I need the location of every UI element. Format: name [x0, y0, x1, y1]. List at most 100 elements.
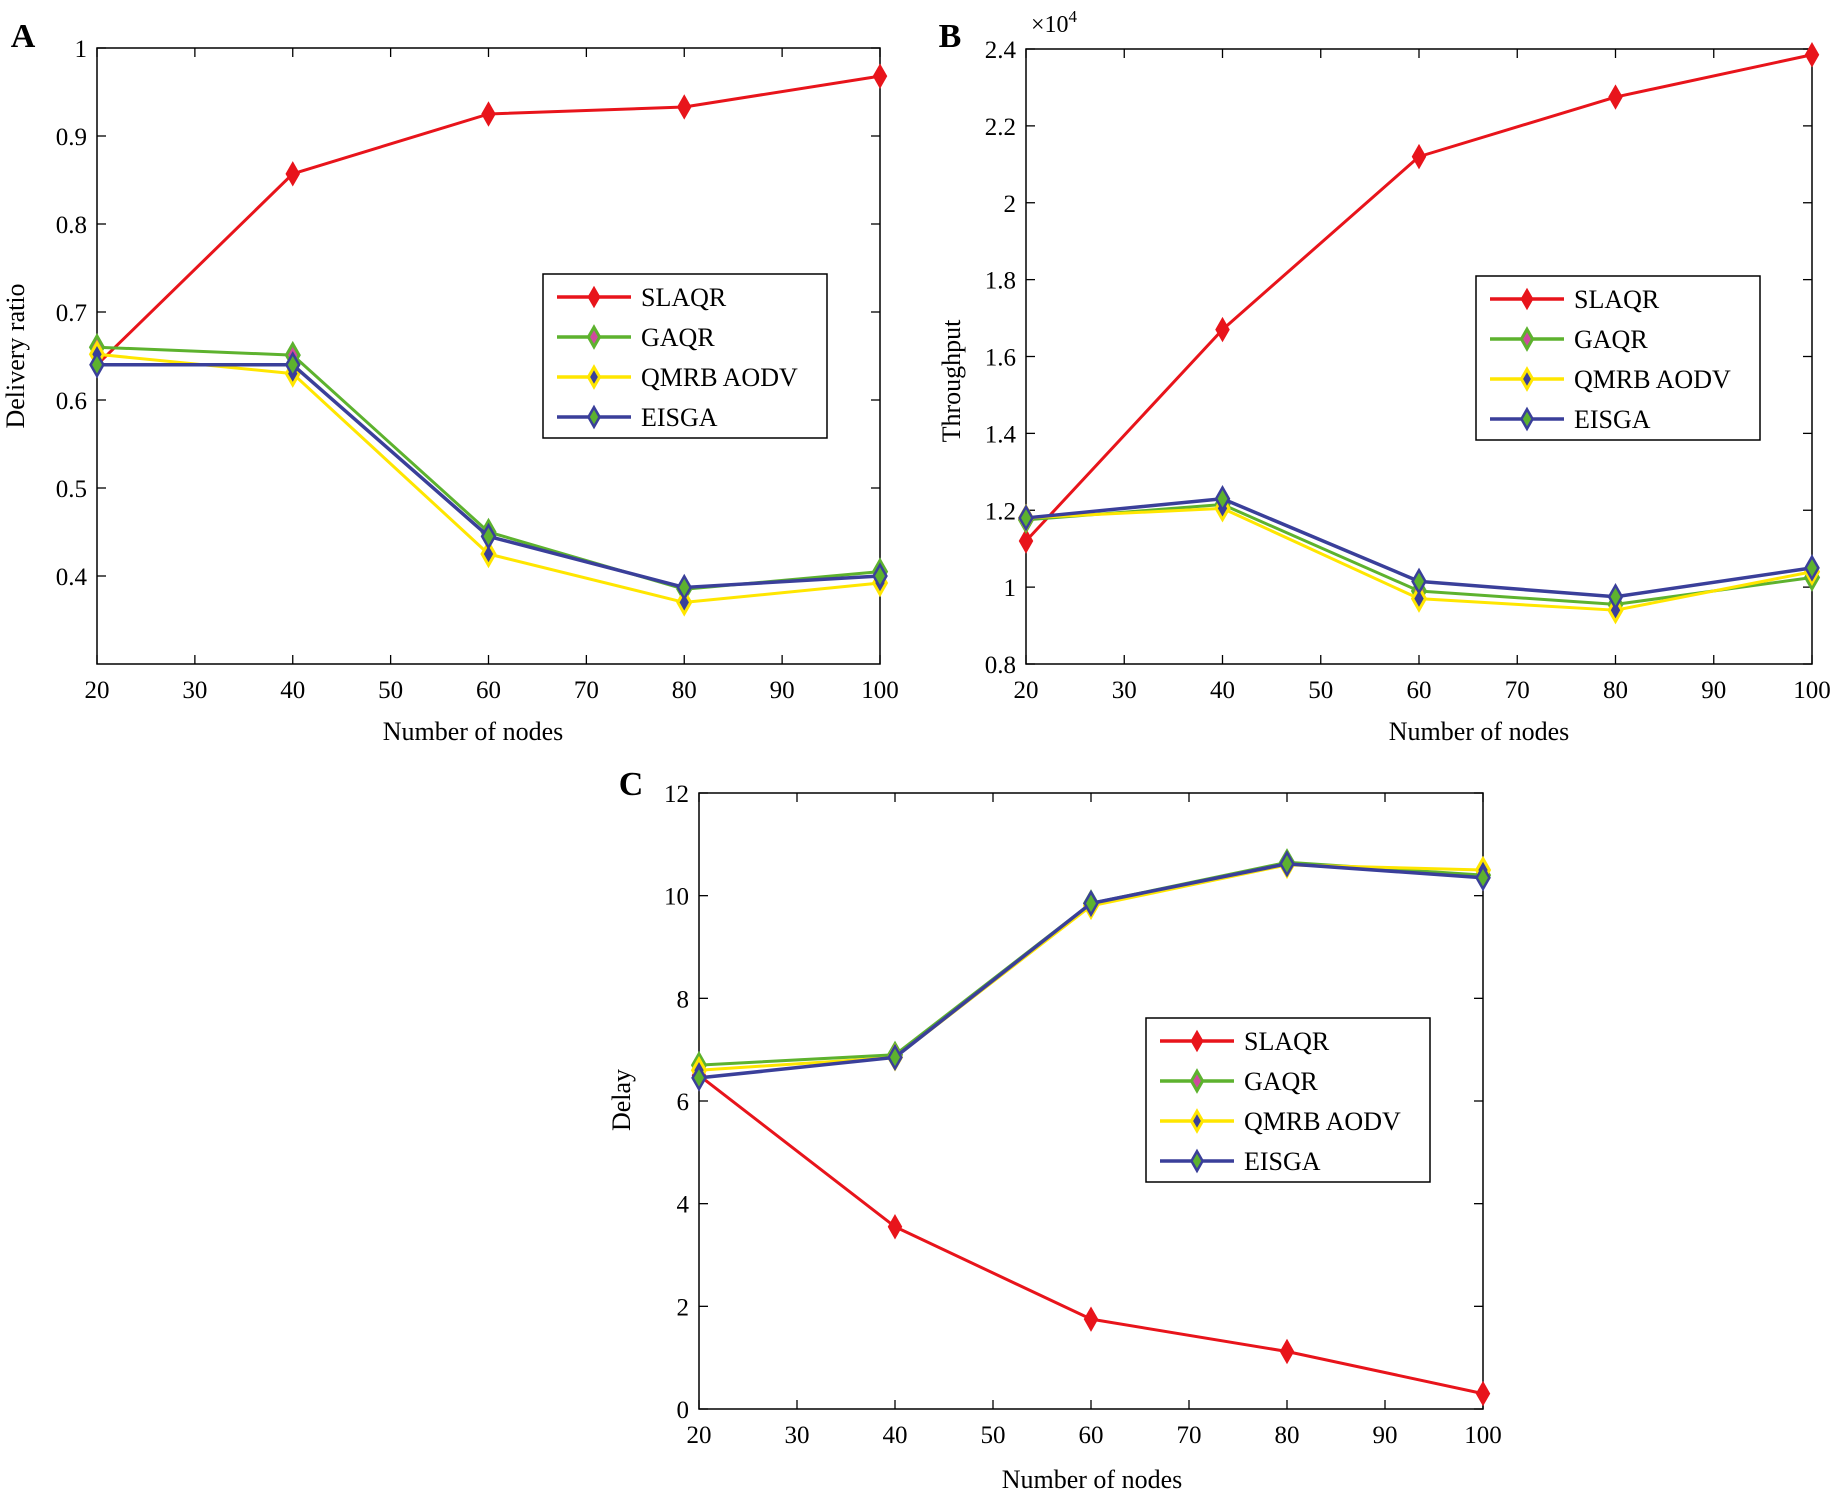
- y-tick-label: 1: [75, 36, 88, 63]
- diamond-marker: [1018, 504, 1034, 532]
- legend-label: EISGA: [1574, 405, 1651, 434]
- diamond-marker: [587, 285, 601, 309]
- diamond-marker: [872, 562, 888, 590]
- diamond-marker: [1519, 406, 1535, 432]
- x-tick-label: 90: [1373, 1422, 1398, 1449]
- diamond-marker: [1519, 366, 1535, 392]
- x-tick-label: 40: [883, 1422, 908, 1449]
- x-tick-label: 20: [85, 677, 110, 704]
- diamond-marker: [1475, 1380, 1491, 1407]
- legend-item: GAQR: [1490, 325, 1648, 354]
- legend-item: EISGA: [557, 403, 718, 432]
- x-tick-label: 100: [1793, 677, 1831, 704]
- legend-label: GAQR: [1574, 325, 1648, 354]
- legend-item: QMRB AODV: [1160, 1107, 1401, 1136]
- diamond-marker: [481, 101, 496, 127]
- diamond-marker: [691, 1064, 707, 1092]
- diamond-marker: [1189, 1108, 1205, 1134]
- x-tick-label: 100: [1464, 1422, 1502, 1449]
- legend-label: QMRB AODV: [641, 363, 798, 392]
- chart-C: 20 30 40 50 60 70 80 90 100 0 2 4 6 8 10 12 C Number of n…: [607, 766, 1502, 1494]
- legend-item: SLAQR: [557, 283, 727, 312]
- x-tick-label: 20: [687, 1422, 712, 1449]
- x-tick-label: 70: [574, 677, 599, 704]
- diamond-marker: [1214, 484, 1231, 513]
- x-tick-label: 70: [1177, 1422, 1202, 1449]
- legend-label: SLAQR: [1244, 1027, 1330, 1056]
- diamond-marker: [676, 94, 692, 120]
- legend-label: EISGA: [641, 403, 718, 432]
- x-tick-label: 40: [1210, 677, 1235, 704]
- y-tick-label: 12: [664, 781, 689, 808]
- x-tick-label: 60: [1079, 1422, 1104, 1449]
- y-axis-label: Delivery ratio: [1, 283, 30, 428]
- x-tick-label: 80: [1275, 1422, 1300, 1449]
- series-eisga: [1018, 484, 1820, 611]
- legend-item: EISGA: [1160, 1147, 1321, 1176]
- x-tick-label: 60: [476, 677, 501, 704]
- y-tick-label: 2.4: [985, 37, 1017, 64]
- diamond-marker: [1411, 143, 1427, 170]
- diamond-marker: [1411, 567, 1427, 596]
- y-tick-label: 4: [677, 1192, 690, 1219]
- series-eisga: [89, 351, 888, 602]
- diamond-marker: [89, 351, 105, 379]
- x-tick-label: 60: [1407, 677, 1432, 704]
- diamond-marker: [586, 404, 602, 430]
- legend-label: EISGA: [1244, 1147, 1321, 1176]
- diamond-marker: [1018, 528, 1034, 554]
- diamond-marker: [1475, 863, 1491, 892]
- y-tick-label: 10: [664, 884, 689, 911]
- y-tick-label: 0.7: [56, 300, 87, 327]
- diamond-marker: [676, 588, 693, 617]
- series-eisga: [691, 850, 1491, 1092]
- y-tick-label: 0.8: [56, 212, 87, 239]
- y-tick-label: 0.6: [56, 388, 87, 415]
- y-tick-label: 2: [1004, 191, 1017, 218]
- legend: SLAQR GAQR QMRB AODV EISGA: [542, 273, 828, 439]
- diamond-marker: [1189, 1148, 1205, 1174]
- diamond-marker: [1215, 316, 1230, 343]
- x-tick-label: 40: [280, 677, 305, 704]
- x-tick-label: 30: [785, 1422, 810, 1449]
- chart-B: 20 30 40 50 60 70 80 90 100 0.8 1 1.2 1.4 1.6 1.8 2 2.2 2…: [937, 7, 1831, 746]
- legend: SLAQR GAQR QMRB AODV EISGA: [1475, 275, 1761, 441]
- panel-label: C: [619, 766, 644, 803]
- diamond-marker: [285, 161, 301, 187]
- x-axis-label: Number of nodes: [1389, 717, 1570, 746]
- legend-label: QMRB AODV: [1574, 365, 1731, 394]
- y-tick-label: 1.4: [985, 421, 1017, 448]
- diamond-marker: [480, 539, 497, 569]
- y-tick-label: 1.8: [985, 268, 1016, 295]
- y-tick-label: 1.2: [985, 498, 1016, 525]
- y-tick-label: 1.6: [985, 345, 1016, 372]
- diamond-marker: [887, 1214, 903, 1240]
- series-slaqr: [1018, 42, 1820, 554]
- panel-label: A: [11, 18, 36, 55]
- y-axis-label: Throughput: [937, 319, 966, 443]
- legend-label: SLAQR: [1574, 285, 1660, 314]
- legend-item: GAQR: [557, 323, 715, 352]
- diamond-marker: [1279, 1338, 1295, 1365]
- y-tick-label: 0: [677, 1397, 690, 1424]
- diamond-marker: [1083, 889, 1099, 918]
- legend-item: EISGA: [1490, 405, 1651, 434]
- y-multiplier: ×104: [1031, 7, 1078, 38]
- chart-A: 20 30 40 50 60 70 80 90 100 0.4 0.5 0.6 0.7 0.8 0.9 1 A N…: [1, 18, 899, 746]
- y-tick-label: 0.9: [56, 124, 87, 151]
- diamond-marker: [887, 1043, 903, 1072]
- diamond-marker: [1410, 584, 1428, 613]
- diamond-marker: [872, 63, 888, 89]
- x-tick-label: 50: [981, 1422, 1006, 1449]
- legend-label: GAQR: [641, 323, 715, 352]
- legend: SLAQR GAQR QMRB AODV EISGA: [1145, 1017, 1431, 1183]
- x-tick-label: 30: [1112, 677, 1137, 704]
- diamond-marker: [480, 522, 497, 551]
- diamond-marker: [1607, 583, 1624, 611]
- panel-label: B: [939, 18, 962, 55]
- legend-item: QMRB AODV: [557, 363, 798, 392]
- diamond-marker: [1804, 42, 1820, 68]
- legend-item: QMRB AODV: [1490, 365, 1731, 394]
- legend-item: SLAQR: [1160, 1027, 1330, 1056]
